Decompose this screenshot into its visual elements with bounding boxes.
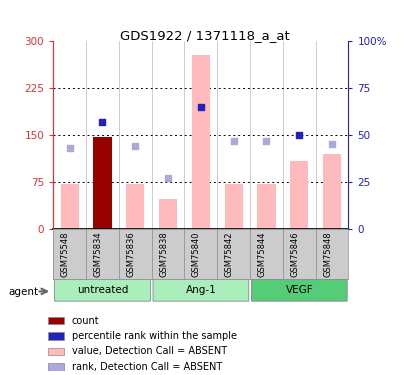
- Point: [230, 138, 236, 144]
- Bar: [126, 184, 144, 229]
- Bar: [48, 348, 64, 355]
- Point: [66, 145, 73, 151]
- Point: [328, 141, 335, 147]
- Text: GSM75840: GSM75840: [191, 231, 200, 277]
- Point: [99, 119, 106, 125]
- Text: untreated: untreated: [76, 285, 128, 295]
- Text: GSM75834: GSM75834: [93, 231, 102, 277]
- Bar: [61, 184, 79, 229]
- Text: GSM75838: GSM75838: [159, 231, 168, 277]
- FancyBboxPatch shape: [251, 279, 346, 301]
- Bar: [191, 55, 209, 229]
- FancyBboxPatch shape: [153, 279, 248, 301]
- Point: [197, 104, 204, 110]
- Bar: [322, 154, 340, 229]
- Text: rank, Detection Call = ABSENT: rank, Detection Call = ABSENT: [72, 362, 221, 372]
- Bar: [48, 363, 64, 370]
- Text: value, Detection Call = ABSENT: value, Detection Call = ABSENT: [72, 346, 226, 357]
- Text: GSM75836: GSM75836: [126, 231, 135, 277]
- FancyBboxPatch shape: [54, 279, 150, 301]
- Text: count: count: [72, 315, 99, 326]
- Text: percentile rank within the sample: percentile rank within the sample: [72, 331, 236, 341]
- Text: GDS1922 / 1371118_a_at: GDS1922 / 1371118_a_at: [120, 29, 289, 42]
- Bar: [48, 317, 64, 324]
- Bar: [48, 332, 64, 340]
- Text: agent: agent: [8, 287, 38, 297]
- Point: [164, 175, 171, 181]
- Text: GSM75842: GSM75842: [224, 231, 233, 277]
- Point: [132, 143, 138, 149]
- Bar: [159, 199, 177, 229]
- Bar: [93, 137, 111, 229]
- Text: GSM75548: GSM75548: [61, 231, 70, 277]
- Text: Ang-1: Ang-1: [185, 285, 216, 295]
- Bar: [290, 161, 308, 229]
- Point: [263, 138, 269, 144]
- Point: [295, 132, 302, 138]
- Text: GSM75844: GSM75844: [257, 231, 266, 277]
- Text: GSM75848: GSM75848: [322, 231, 331, 277]
- Bar: [224, 184, 242, 229]
- Text: GSM75846: GSM75846: [290, 231, 299, 277]
- Text: VEGF: VEGF: [285, 285, 312, 295]
- Bar: [257, 184, 275, 229]
